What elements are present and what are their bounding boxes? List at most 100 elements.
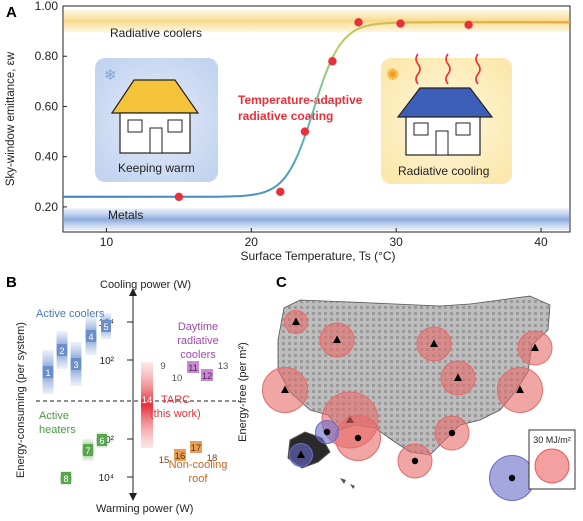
x-tick-label: 40 — [534, 235, 548, 249]
legend-circle — [534, 448, 570, 484]
keeping-warm-illustration: ❄ Keeping warm — [95, 58, 218, 182]
city-triangle-marker — [297, 450, 305, 458]
item-number: 3 — [73, 360, 78, 370]
panel-b-letter: B — [6, 274, 17, 291]
city-triangle-marker — [292, 317, 300, 325]
b-tick-1e4-bottom: 10⁴ — [99, 473, 114, 484]
active-heaters-label-2: heaters — [39, 424, 76, 436]
data-point — [396, 19, 405, 28]
house-door-right — [435, 130, 449, 156]
keeping-warm-label: Keeping warm — [118, 161, 195, 175]
item-number: 13 — [218, 361, 229, 372]
y-axis-label: Sky-window emittance, εw — [5, 51, 17, 186]
map-markers — [262, 310, 553, 501]
panel-a-letter: A — [6, 4, 17, 21]
item-number: 4 — [88, 332, 93, 342]
tarc-emittance-curve — [63, 21, 570, 198]
city-triangle-marker — [516, 385, 524, 393]
item-marker — [101, 320, 111, 332]
y-tick-label: 1.00 — [35, 0, 59, 13]
x-axis-label: Surface Temperature, Ts (°C) — [240, 249, 395, 263]
y-tick-label: 0.20 — [35, 200, 59, 214]
item-marker — [57, 344, 67, 356]
x-tick-label: 10 — [100, 235, 114, 249]
heat-wave-icon — [475, 53, 481, 85]
city-triangle-marker — [531, 343, 539, 351]
item-number: 9 — [160, 361, 165, 372]
city-dot-marker — [448, 429, 456, 437]
legend-label: 30 MJ/m² — [533, 435, 571, 445]
roof-label-2: roof — [189, 473, 209, 485]
item-number: 7 — [85, 446, 90, 456]
metals-band — [64, 208, 569, 231]
x-tick-label: 20 — [245, 235, 259, 249]
panel-b: B Cooling power (W) Warming power (W) En… — [6, 274, 236, 515]
item-number: 5 — [103, 322, 108, 332]
metals-label: Metals — [108, 208, 143, 222]
city-triangle-marker — [281, 385, 289, 393]
y-tick-label: 0.40 — [35, 150, 59, 164]
house-window-left-2 — [167, 119, 183, 133]
daytime-label-3: coolers — [180, 349, 216, 361]
item-marker — [97, 434, 107, 446]
y-tick-label: 0.60 — [35, 99, 59, 113]
city-triangle-marker — [454, 373, 462, 381]
panel-a: A Radiative coolers Metals ❄ Keeping war… — [5, 0, 571, 263]
warming-power-label: Warming power (W) — [96, 503, 193, 515]
house-door-left — [149, 127, 163, 154]
daytime-label-2: radiative — [177, 335, 219, 347]
x-tick-label: 30 — [389, 235, 403, 249]
item-number: 11 — [188, 363, 198, 374]
sun-icon: ✺ — [386, 67, 399, 84]
radiative-cooling-illustration: ✺ Radiative cooling — [381, 53, 512, 184]
x-axis-ticks: 10 20 30 40 — [100, 228, 548, 249]
city-dot-marker — [354, 434, 362, 442]
hawaii-map — [340, 478, 355, 489]
item-marker — [187, 361, 199, 373]
city-triangle-marker — [430, 339, 438, 347]
item-marker — [61, 472, 71, 484]
item-marker — [71, 358, 81, 370]
data-point — [300, 127, 310, 136]
b-tick-1e2-top: 10² — [100, 356, 115, 367]
item-marker — [174, 449, 186, 461]
city-dot-marker — [411, 457, 419, 465]
data-point — [276, 187, 285, 197]
snowflake-icon: ❄ — [104, 67, 117, 84]
tarc-range-bar — [141, 362, 153, 448]
data-point — [464, 20, 473, 30]
item-marker — [190, 441, 202, 453]
heat-wave-icon — [445, 53, 451, 85]
b-axis-arrow-up — [129, 288, 137, 296]
tarc-data-points — [174, 18, 473, 202]
daytime-label-1: Daytime — [178, 321, 218, 333]
panel-c-letter: C — [276, 274, 287, 291]
city-triangle-marker — [333, 335, 341, 343]
tarc-label-line1: Temperature-adaptive — [238, 93, 363, 107]
heat-wave-icon — [415, 53, 421, 85]
house-window-right-2 — [455, 122, 471, 136]
radiative-cooling-label: Radiative cooling — [398, 164, 489, 178]
radiative-coolers-label: Radiative coolers — [110, 26, 202, 40]
y-tick-label: 0.80 — [35, 49, 59, 63]
city-dot-marker — [323, 428, 331, 436]
tarc-b-label-2: (this work) — [150, 408, 201, 420]
item-number: 14 — [142, 395, 153, 406]
item-number: 6 — [99, 436, 104, 446]
data-point — [174, 192, 184, 202]
tarc-b-label-1: TARC — [161, 394, 190, 406]
active-heaters-label-1: Active — [39, 410, 69, 422]
energy-consuming-label: Energy-consuming (per system) — [15, 322, 27, 478]
item-number: 10 — [172, 373, 183, 384]
house-window-right — [413, 122, 429, 136]
item-marker — [86, 330, 96, 342]
item-number: 8 — [63, 474, 68, 484]
cooling-power-label: Cooling power (W) — [100, 279, 191, 291]
item-marker — [201, 369, 213, 381]
item-number: 16 — [175, 451, 186, 462]
panel-c: C Energy-free (per m²) 30 MJ/m² — [237, 274, 576, 501]
item-number: 17 — [191, 443, 202, 454]
tarc-label-line2: radiative coating — [238, 109, 333, 123]
